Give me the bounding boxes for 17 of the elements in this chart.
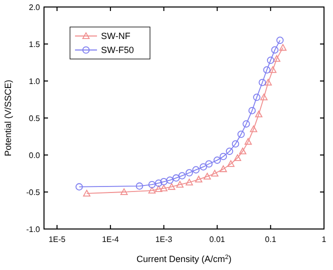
x-tick-label: 1 [322,235,327,244]
y-tick-label: 1.0 [28,77,41,86]
x-tick-label: 0.1 [265,235,277,244]
y-tick-label: -1.0 [26,225,41,234]
x-tick-label: 1E-4 [102,235,120,244]
legend-label: SW-F50 [101,45,134,55]
y-tick-label: 1.5 [28,40,41,49]
x-tick-label: 0.01 [209,235,226,244]
y-tick-label: -0.5 [26,188,41,197]
y-tick-label: 0.5 [28,114,41,123]
x-tick-label: 1E-5 [48,235,66,244]
x-tick-label: 1E-3 [155,235,173,244]
y-axis-title: Potential (V/SSCE) [3,80,13,156]
x-axis-title: Current Density (A/cm$^{2}$) [136,254,232,264]
legend-label: SW-NF [101,31,131,41]
y-tick-label: 2.0 [28,3,41,12]
y-tick-label: 0.0 [28,151,41,160]
